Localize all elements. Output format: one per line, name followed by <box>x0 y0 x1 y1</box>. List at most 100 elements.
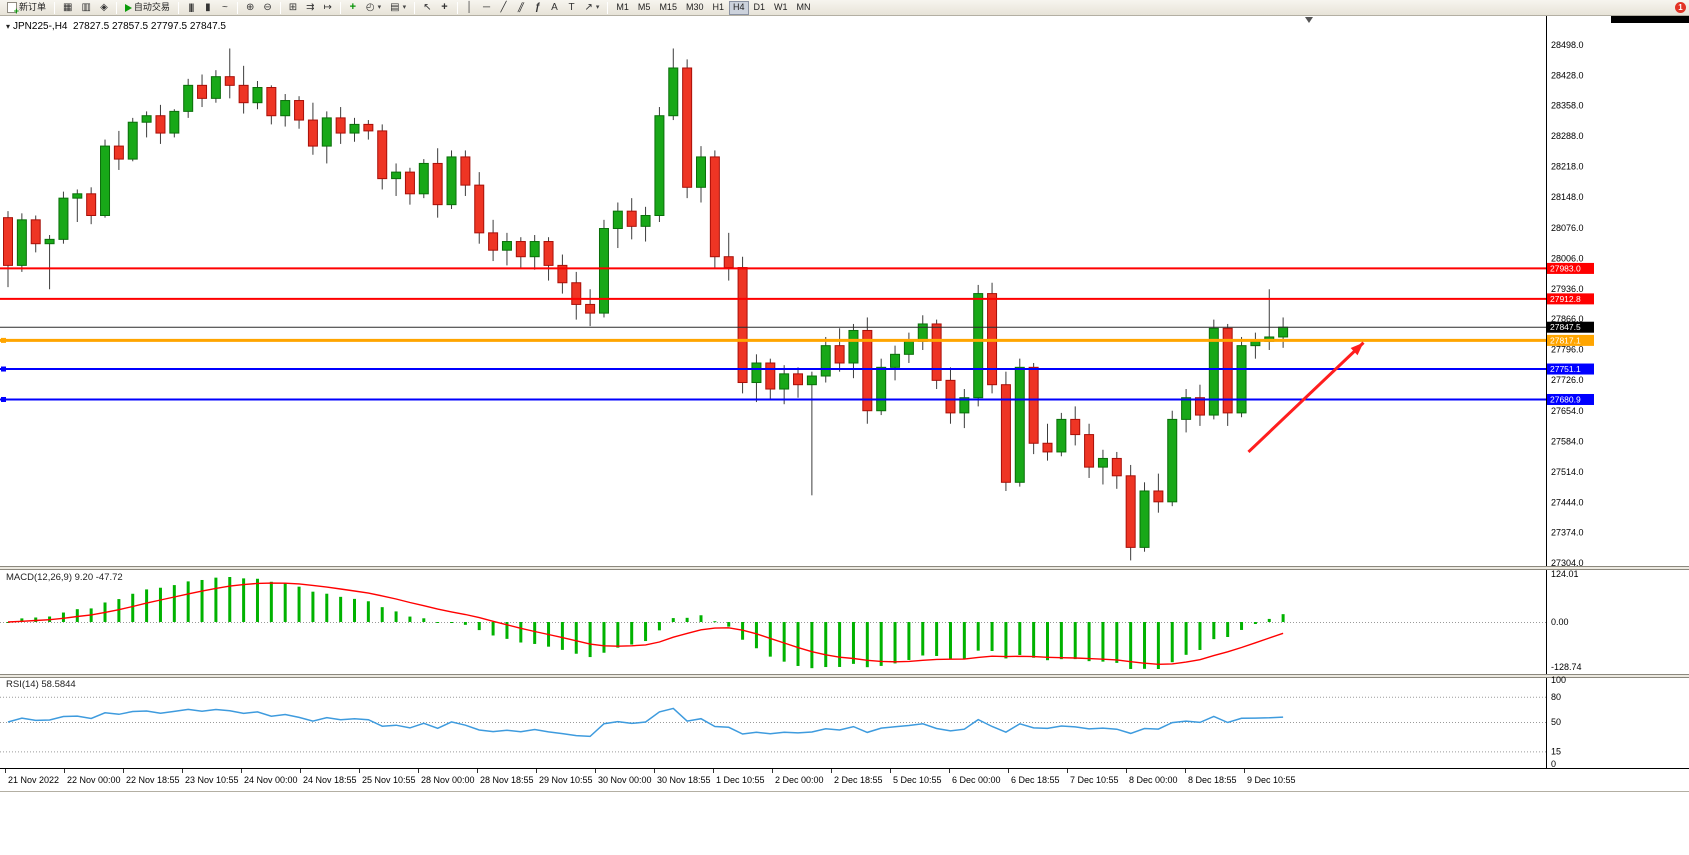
line-handle[interactable] <box>1 366 6 372</box>
cursor-button[interactable]: ↖ <box>419 1 435 15</box>
macd-histogram-bar <box>394 611 398 622</box>
macd-histogram-bar <box>131 593 135 622</box>
bar-chart-button[interactable]: ||| <box>183 1 199 15</box>
candle-body <box>529 241 540 258</box>
chart-shift-button[interactable]: ↦ <box>320 1 336 15</box>
macd-ax-label: 0.00 <box>1551 617 1569 627</box>
zoom-in-button[interactable]: ⊕ <box>242 1 258 15</box>
candle-body <box>751 362 762 384</box>
line-handle[interactable] <box>1 337 6 343</box>
line-handle[interactable] <box>1 396 6 402</box>
macd-signal-line <box>7 582 1284 666</box>
chart-window-button[interactable]: ▦ <box>59 1 76 15</box>
price-axis-label: 28358.0 <box>1551 101 1584 111</box>
text-label-button[interactable]: T <box>564 1 580 15</box>
indicators-button[interactable]: + <box>345 1 361 15</box>
time-axis[interactable]: 21 Nov 2022 22 Nov 00:00 22 Nov 18:55 23 No… <box>5 769 1296 785</box>
candle-body <box>1167 418 1178 503</box>
fibonacci-button[interactable]: ƒ <box>530 1 546 15</box>
candle-body <box>58 197 69 240</box>
play-icon <box>124 3 132 12</box>
toolbar: 新订单 ▦ ▥ ◈ 自动交易 ||| ▮ ~ ⊕ ⊖ ⊞ ⇉ ↦ + ◴▾ ▤▾… <box>0 0 1689 16</box>
macd-histogram-bar <box>657 622 661 631</box>
tile-windows-button[interactable]: ⊞ <box>285 1 301 15</box>
channel-button[interactable]: ∥ <box>513 1 529 15</box>
macd-axis[interactable]: 124.01 0.00 -128.74 <box>1551 569 1582 672</box>
timeframe-h1[interactable]: H1 <box>708 1 728 15</box>
candle-body <box>321 117 332 147</box>
candle-body <box>238 84 249 104</box>
price-tag <box>1547 393 1594 405</box>
new-order-button[interactable]: 新订单 <box>3 1 50 16</box>
macd-histogram-bar <box>1226 622 1230 637</box>
timeframe-m30[interactable]: M30 <box>682 1 708 15</box>
candle-body <box>1139 490 1150 548</box>
navigator-icon: ◈ <box>100 1 108 13</box>
chart-title: JPN225-,H4 <box>13 21 68 32</box>
timeframe-h4[interactable]: H4 <box>728 0 749 15</box>
candle-body <box>1222 327 1233 414</box>
arrows-button[interactable]: ↗ ▾ <box>581 1 604 15</box>
time-axis-label: 24 Nov 00:00 <box>244 775 298 785</box>
macd-histogram-bar <box>297 586 301 622</box>
trendline-button[interactable]: ╱ <box>496 1 512 15</box>
templates-button[interactable]: ▤ ▾ <box>386 1 410 15</box>
candle-body <box>723 256 734 269</box>
time-axis-label: 28 Nov 00:00 <box>421 775 475 785</box>
time-axis-label: 22 Nov 18:55 <box>126 775 180 785</box>
candle-body <box>931 323 942 381</box>
crosshair-button[interactable]: + <box>437 1 453 15</box>
rsi-axis[interactable]: 100 80 50 15 0 <box>1551 675 1566 769</box>
trend-arrow[interactable] <box>1247 341 1365 454</box>
macd-histogram-bar <box>353 598 356 622</box>
candle-body <box>1000 384 1011 483</box>
price-axis[interactable]: 28498.0 28428.0 28358.0 28288.0 28218.0 28148… <box>1547 40 1594 568</box>
candle-body <box>1125 475 1136 548</box>
candle-body <box>737 267 748 384</box>
macd-histogram-bar <box>422 618 426 622</box>
timeframe-d1[interactable]: D1 <box>750 1 770 15</box>
macd-histogram-bar <box>1240 622 1244 630</box>
candle-body <box>1056 418 1067 453</box>
macd-histogram-bar <box>685 617 689 622</box>
macd-histogram-bar <box>588 622 592 658</box>
price-tag <box>1547 293 1594 305</box>
line-chart-button[interactable]: ~ <box>217 1 233 15</box>
candle-body <box>876 366 887 412</box>
macd-histogram-bar <box>380 607 384 622</box>
macd-histogram-bar <box>948 622 952 659</box>
candlestick-chart-button[interactable]: ▮ <box>200 1 216 15</box>
candle-body <box>197 84 208 99</box>
macd-histogram-bar <box>1032 622 1036 658</box>
templates-icon: ▤ <box>390 1 400 13</box>
candle-body <box>155 115 166 134</box>
navigator-button[interactable]: ◈ <box>96 1 112 15</box>
timeframe-mn[interactable]: MN <box>793 1 815 15</box>
candle-body <box>1070 418 1081 436</box>
timeframe-m5[interactable]: M5 <box>634 1 655 15</box>
notification-badge[interactable]: 1 <box>1675 2 1686 13</box>
chart-shift-marker[interactable] <box>1305 17 1313 23</box>
macd-histogram-bar <box>1101 622 1105 662</box>
vertical-line-button[interactable]: │ <box>462 1 478 15</box>
macd-histogram-bar <box>505 622 509 639</box>
auto-trading-button[interactable]: 自动交易 <box>121 1 174 15</box>
zoom-out-button[interactable]: ⊖ <box>259 1 275 15</box>
candle-body <box>44 238 55 245</box>
timeframe-m1[interactable]: M1 <box>612 1 633 15</box>
timeframe-w1[interactable]: W1 <box>770 1 792 15</box>
chart-dropdown-icon[interactable]: ▾ <box>6 22 11 31</box>
candle-body <box>848 329 859 364</box>
horizontal-line-button[interactable]: ─ <box>479 1 495 15</box>
candle-body <box>585 303 596 314</box>
profiles-icon: ▥ <box>81 1 91 13</box>
text-button[interactable]: A <box>547 1 563 15</box>
trend-arrow-line[interactable] <box>1247 341 1365 454</box>
macd-histogram-bar <box>283 583 287 622</box>
macd-histogram-bar <box>436 622 440 623</box>
auto-scroll-button[interactable]: ⇉ <box>302 1 318 15</box>
periods-button[interactable]: ◴ ▾ <box>362 1 385 15</box>
profiles-button[interactable]: ▥ <box>77 1 94 15</box>
timeframe-m15[interactable]: M15 <box>655 1 681 15</box>
